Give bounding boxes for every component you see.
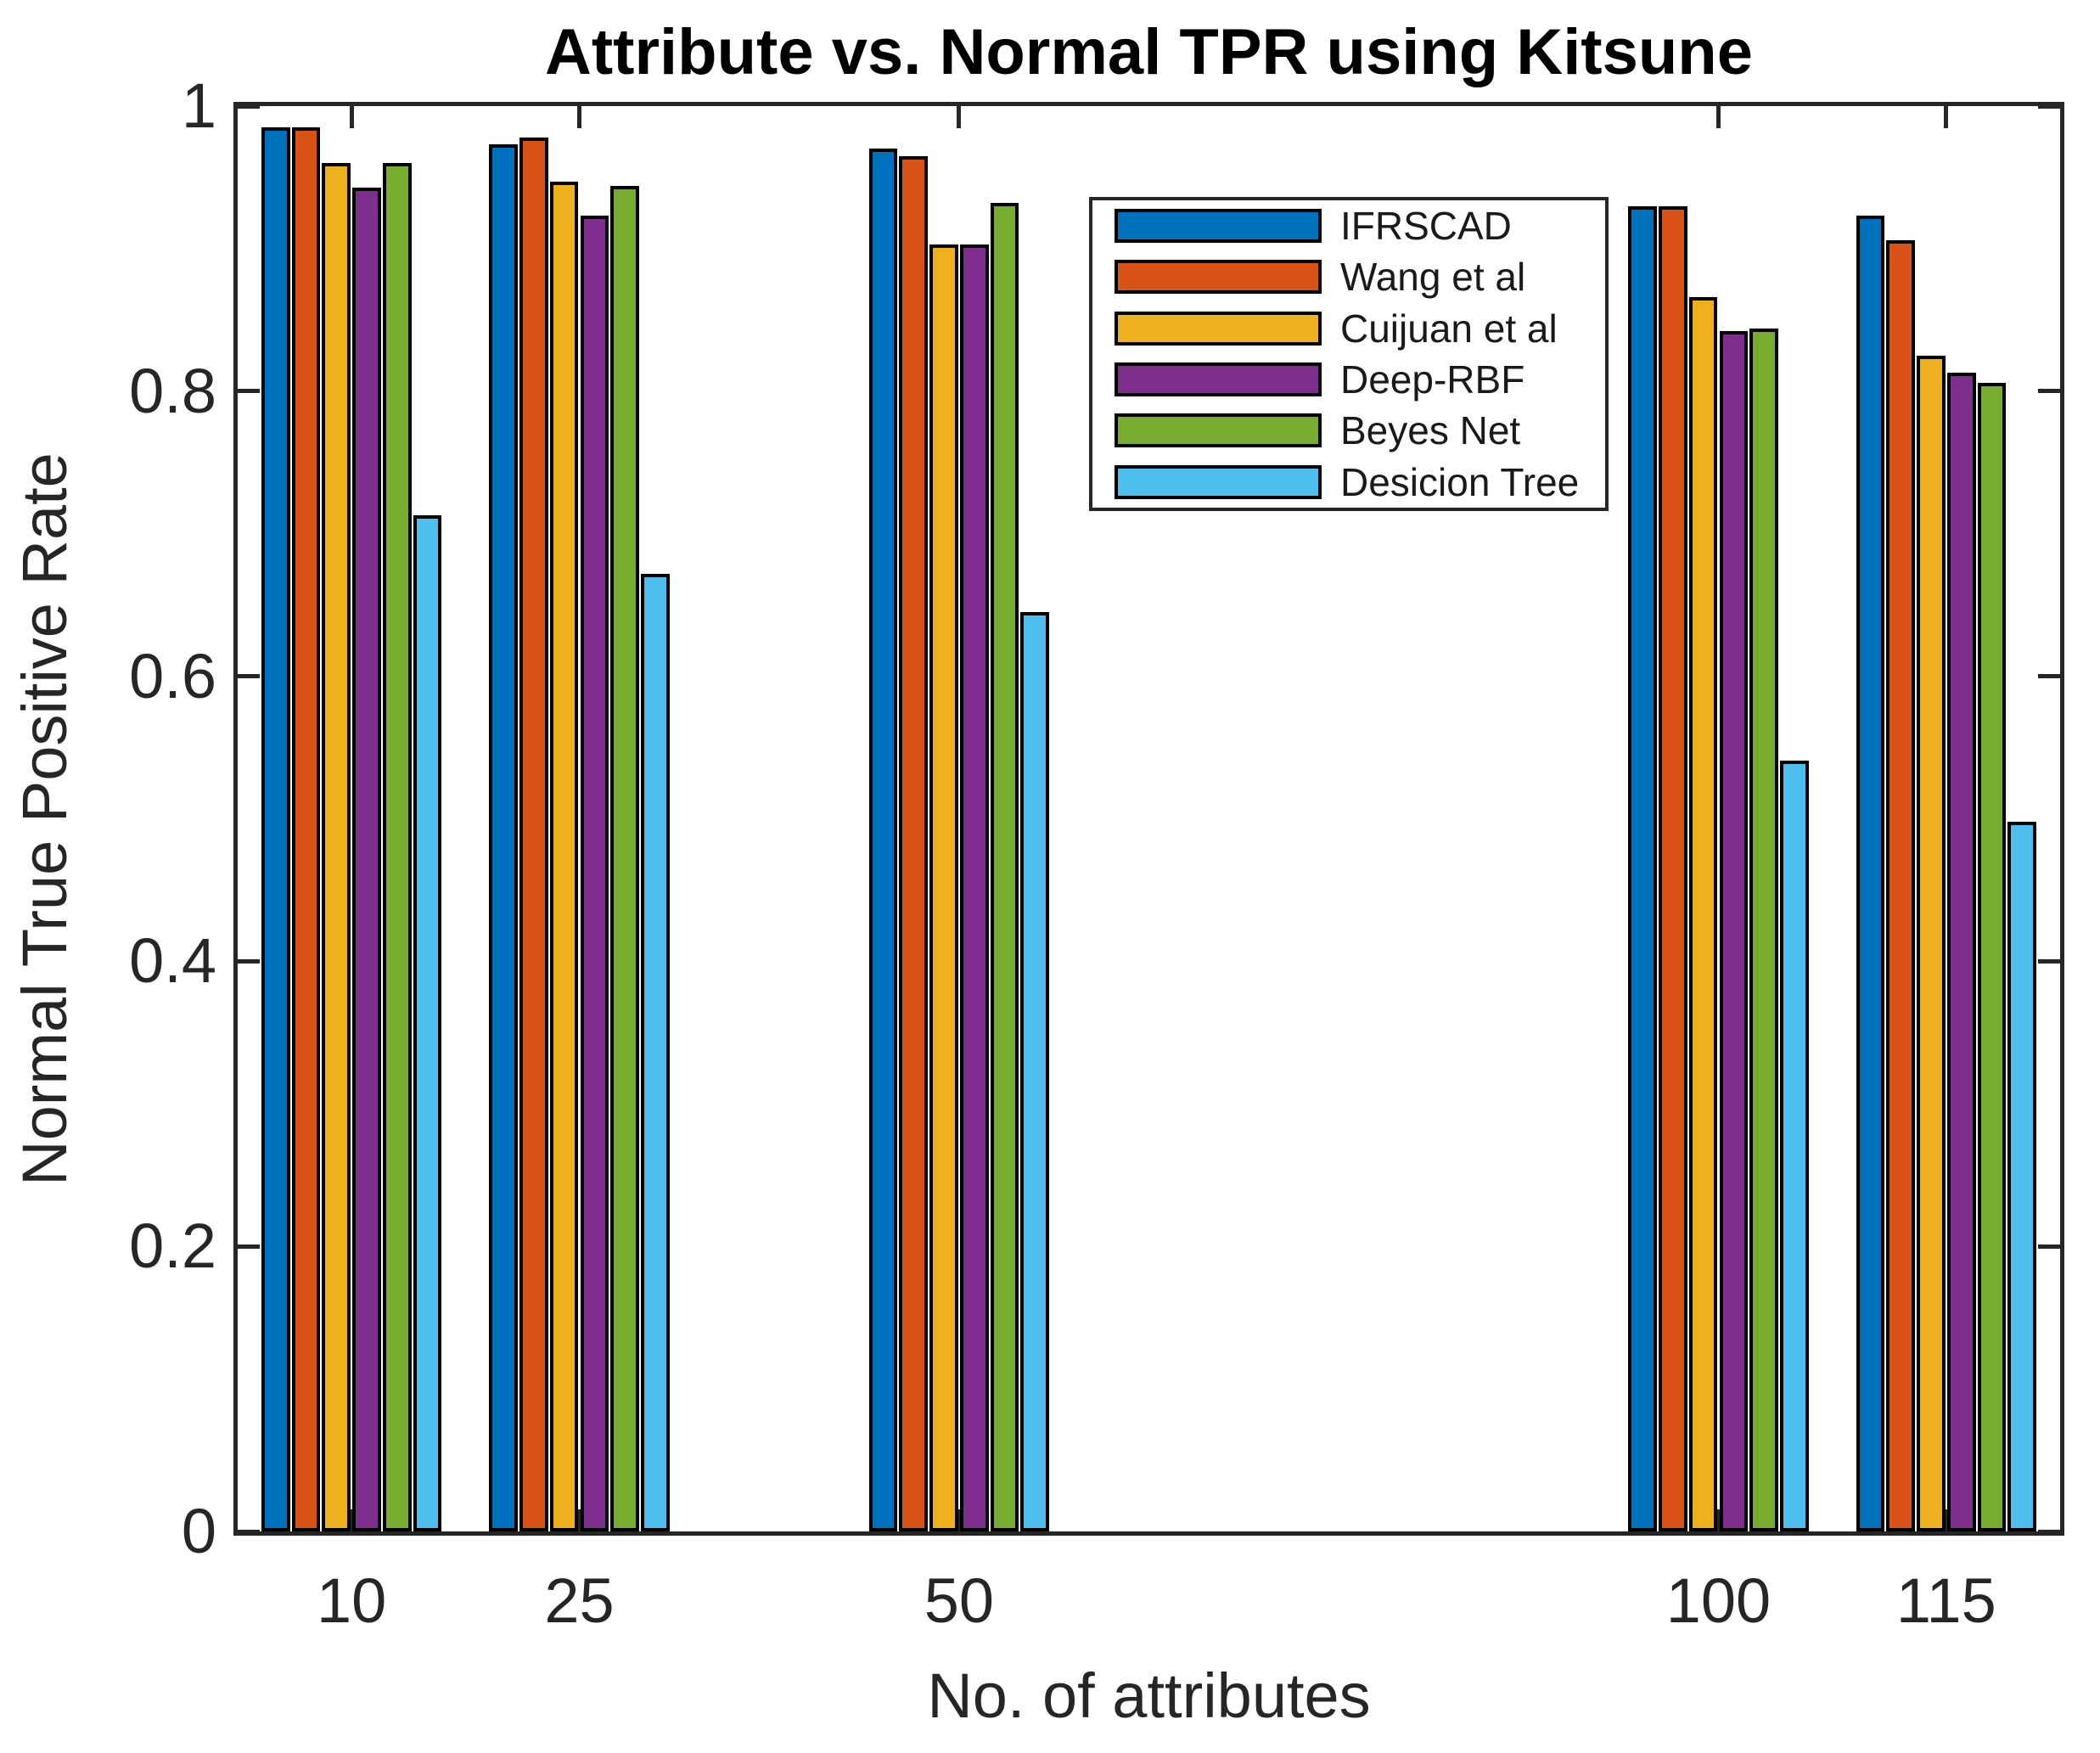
x-tick [577,106,582,128]
bar-cuijuan-et-al-x115 [1917,355,1946,1531]
y-tick [2038,958,2060,964]
y-tick [2038,1244,2060,1249]
legend: IFRSCAD Wang et al Cuijuan et al Deep-RBF Be… [1089,197,1609,511]
plot-area: IFRSCAD Wang et al Cuijuan et al Deep-RBF Be… [233,102,2064,1536]
legend-label: Cuijuan et al [1340,306,1558,351]
y-tick-label: 1 [181,70,216,141]
y-tick [238,1244,260,1249]
y-tick [238,1529,260,1534]
y-tick [2038,1529,2060,1534]
bar-wang-et-al-x25 [519,137,548,1531]
legend-swatch [1115,209,1322,244]
bar-deep-rbf-x25 [580,216,609,1531]
x-tick [349,106,354,128]
x-tick-label: 10 [317,1565,387,1636]
bar-desicion-tree-x25 [641,573,670,1531]
bar-cuijuan-et-al-x50 [929,244,958,1531]
y-tick-label: 0.4 [129,925,216,997]
bar-beyes-net-x100 [1749,328,1778,1531]
x-tick [957,106,962,128]
x-tick [1944,1509,1949,1531]
bar-cuijuan-et-al-x100 [1688,297,1718,1531]
bar-cuijuan-et-al-x10 [322,163,351,1531]
bar-wang-et-al-x50 [899,155,928,1531]
legend-item-desicion-tree: Desicion Tree [1092,457,1605,508]
y-tick [238,958,260,964]
bar-beyes-net-x50 [990,203,1019,1531]
bar-wang-et-al-x10 [291,127,321,1531]
bar-ifrscad-x50 [868,149,898,1531]
y-tick-label: 0.8 [129,355,216,426]
x-axis-label: No. of attributes [927,1660,1371,1731]
x-tick-label: 100 [1665,1565,1772,1636]
x-tick [349,1509,354,1531]
y-tick [2038,674,2060,679]
bar-deep-rbf-x10 [352,187,381,1531]
legend-label: Deep-RBF [1340,357,1525,402]
bar-desicion-tree-x115 [2007,821,2037,1531]
legend-label: Desicion Tree [1340,459,1580,504]
y-tick-label: 0 [181,1496,216,1566]
bar-ifrscad-x25 [489,144,518,1531]
x-tick-label: 50 [924,1565,994,1636]
legend-label: Wang et al [1340,255,1526,300]
x-tick [957,1509,962,1531]
legend-swatch [1115,413,1322,448]
y-tick [2038,104,2060,109]
legend-item-beyes-net: Beyes Net [1092,405,1605,456]
x-tick [1715,1509,1721,1531]
y-axis-label: Normal True Positive Rate [9,452,80,1186]
y-tick [2038,389,2060,394]
y-tick-label: 0.6 [129,640,216,711]
bar-beyes-net-x10 [383,163,412,1531]
bar-wang-et-al-x115 [1886,239,1915,1531]
bar-ifrscad-x100 [1628,205,1657,1531]
x-tick [577,1509,582,1531]
y-tick [238,389,260,394]
y-tick [238,674,260,679]
x-tick-label: 115 [1895,1565,1996,1636]
x-tick-label: 25 [544,1565,615,1636]
legend-item-ifrscad: IFRSCAD [1092,200,1605,251]
y-tick [238,104,260,109]
chart-title: Attribute vs. Normal TPR using Kitsune [544,16,1754,88]
bar-beyes-net-x25 [610,186,640,1531]
bar-desicion-tree-x100 [1780,760,1809,1531]
legend-label: Beyes Net [1340,408,1521,453]
y-tick-label: 0.2 [129,1211,216,1282]
x-tick [1944,106,1949,128]
legend-swatch [1115,311,1322,346]
bar-beyes-net-x115 [1977,382,2007,1531]
bar-ifrscad-x10 [261,127,290,1531]
bar-deep-rbf-x50 [959,244,989,1531]
bar-wang-et-al-x100 [1658,205,1687,1531]
bar-ifrscad-x115 [1856,216,1885,1531]
legend-label: IFRSCAD [1340,204,1512,249]
bar-deep-rbf-x115 [1946,372,1976,1531]
legend-swatch [1115,362,1322,397]
legend-swatch [1115,464,1322,499]
legend-item-deep-rbf: Deep-RBF [1092,354,1605,405]
bar-desicion-tree-x50 [1020,612,1050,1531]
legend-item-cuijuan-et-al: Cuijuan et al [1092,303,1605,354]
legend-item-wang-et-al: Wang et al [1092,251,1605,302]
bar-cuijuan-et-al-x25 [549,182,579,1531]
legend-swatch [1115,260,1322,295]
bar-deep-rbf-x100 [1719,331,1749,1531]
x-tick [1715,106,1721,128]
bar-desicion-tree-x10 [413,514,442,1531]
